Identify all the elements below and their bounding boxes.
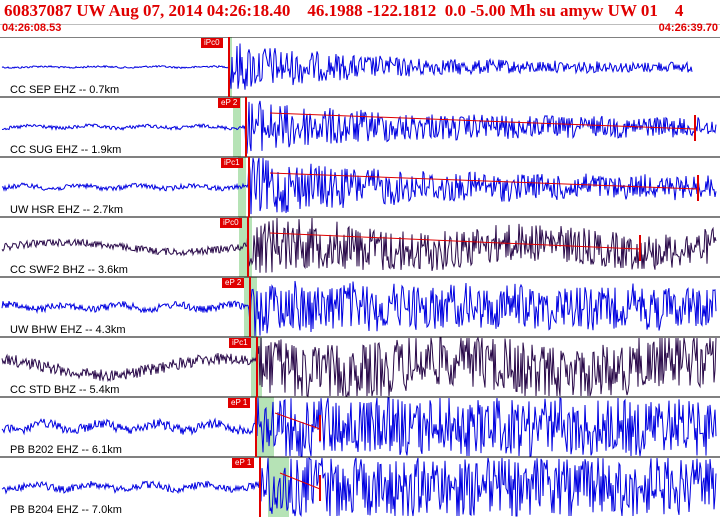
start-time-label: 04:26:08.53 (2, 22, 62, 34)
channel-label: PB B204 EHZ -- 7.0km (10, 504, 122, 516)
channel-label: CC SWF2 BHZ -- 3.6km (10, 264, 128, 276)
channel-label: UW BHW EHZ -- 4.3km (10, 324, 126, 336)
seismogram-traces[interactable] (0, 37, 720, 518)
pick-tag[interactable]: iPc1 (229, 338, 251, 348)
pick-tag[interactable]: eP 1 (232, 458, 255, 468)
end-time-label: 04:26:39.70 (658, 22, 718, 34)
coda-decay-line (269, 172, 699, 190)
pick-tag[interactable]: iPc1 (221, 158, 243, 168)
pick-tag[interactable]: eP 2 (222, 278, 245, 288)
channel-label: CC STD BHZ -- 5.4km (10, 384, 120, 396)
waveform-trace[interactable] (1, 280, 717, 337)
coda-decay-line (269, 232, 641, 250)
pick-window-band (229, 37, 232, 97)
channel-label: CC SEP EHZ -- 0.7km (10, 84, 120, 96)
waveform-trace[interactable] (1, 217, 717, 273)
channel-label: UW HSR EHZ -- 2.7km (10, 204, 124, 216)
waveform-trace[interactable] (1, 336, 717, 397)
pick-tag[interactable]: iPc0 (201, 38, 223, 48)
waveform-trace[interactable] (1, 43, 693, 90)
waveform-trace[interactable] (1, 397, 717, 457)
pick-tag[interactable]: eP 2 (218, 98, 241, 108)
header-bar: 60837087 UW Aug 07, 2014 04:26:18.40 46.… (0, 0, 720, 25)
pick-window-band (233, 97, 241, 157)
channel-label: CC SUG EHZ -- 1.9km (10, 144, 122, 156)
waveform-trace[interactable] (1, 157, 717, 215)
event-title: 60837087 UW Aug 07, 2014 04:26:18.40 46.… (4, 1, 684, 20)
waveform-trace[interactable] (1, 100, 717, 156)
coda-decay-line (279, 472, 321, 490)
channel-label: PB B202 EHZ -- 6.1km (10, 444, 122, 456)
coda-decay-line (274, 412, 321, 430)
waveform-trace[interactable] (1, 456, 717, 517)
seismogram-panel[interactable]: iPc0 CC SEP EHZ -- 0.7km eP 2 CC SUG EHZ --… (0, 37, 720, 518)
pick-tag[interactable]: eP 1 (228, 398, 251, 408)
coda-decay-line (269, 112, 696, 130)
pick-tag[interactable]: iPc0 (220, 218, 242, 228)
